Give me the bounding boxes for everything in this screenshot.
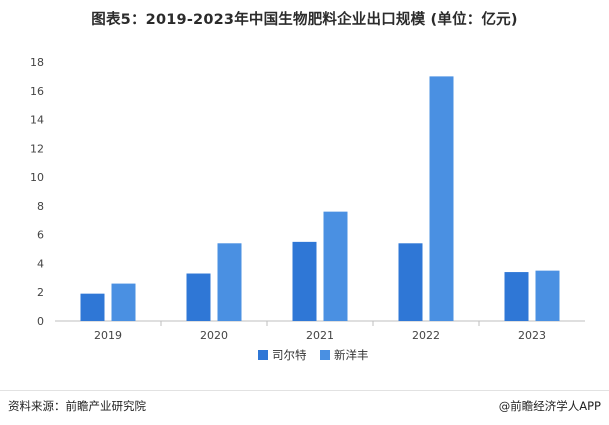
y-tick-label: 14 [30,114,44,127]
y-tick-label: 18 [30,56,44,69]
x-tick-label: 2022 [412,329,440,342]
y-tick-label: 10 [30,171,44,184]
bar-司尔特-2020 [186,273,211,321]
legend-swatch-新洋丰 [320,350,330,360]
y-tick-label: 6 [37,229,44,242]
bar-新洋丰-2020 [217,243,242,321]
bar-新洋丰-2021 [323,211,348,321]
legend-label-司尔特: 司尔特 [272,348,307,362]
legend-swatch-司尔特 [258,350,268,360]
y-tick-label: 8 [37,200,44,213]
y-tick-label: 2 [37,286,44,299]
y-tick-label: 4 [37,257,44,270]
x-tick-label: 2023 [518,329,546,342]
source-note: 资料来源：前瞻产业研究院 [8,399,146,413]
bar-司尔特-2021 [292,241,317,321]
bar-司尔特-2023 [504,272,529,321]
chart-title: 图表5：2019-2023年中国生物肥料企业出口规模 (单位：亿元) [91,12,518,28]
bar-新洋丰-2023 [535,270,560,321]
y-tick-label: 12 [30,142,44,155]
footer-divider [0,390,609,391]
x-tick-label: 2020 [200,329,228,342]
bar-司尔特-2019 [80,293,105,321]
x-tick-label: 2021 [306,329,334,342]
bar-新洋丰-2019 [111,283,136,321]
x-tick-label: 2019 [94,329,122,342]
legend-label-新洋丰: 新洋丰 [334,348,369,362]
bar-司尔特-2022 [398,243,423,321]
y-tick-label: 0 [37,315,44,328]
y-tick-label: 16 [30,85,44,98]
bar-新洋丰-2022 [429,76,454,321]
brand-credit: @前瞻经济学人APP [498,399,601,413]
